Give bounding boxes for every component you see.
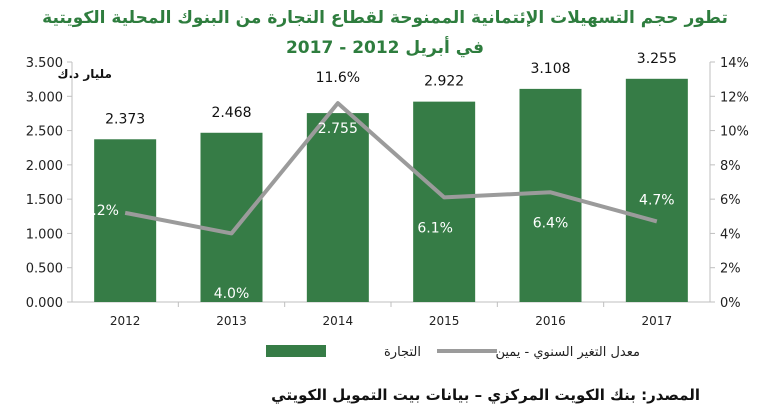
left-axis-tick-label: 3.000 — [26, 90, 63, 105]
right-axis-tick-label: 10% — [720, 125, 749, 140]
legend-label-line: معدل التغير السنوي - يمين — [495, 345, 640, 360]
chart-axes: 0.000 0.500 1.000 1.500 2.000 2.500 3.000 3.500… — [26, 56, 749, 328]
line-value-label: 4.0% — [214, 286, 250, 302]
right-axis-tick-label: 14% — [720, 56, 749, 71]
left-axis-tick-label: 0.500 — [26, 262, 63, 277]
x-axis-tick-label: 2013 — [216, 314, 247, 328]
line-value-label: 11.6% — [316, 70, 360, 86]
left-axis-tick-label: 0.000 — [26, 296, 63, 311]
left-axis-tick-label: 3.500 — [26, 56, 63, 71]
x-axis-tick-label: 2012 — [110, 314, 141, 328]
left-axis-tick-label: 2.500 — [26, 125, 63, 140]
right-axis-tick-label: 2% — [720, 262, 741, 277]
bar-value-label: 2.922 — [424, 74, 464, 90]
data-labels: 2.373 2.468 2.755 2.922 3.108 3.255 5.2% 4.0% 11… — [83, 51, 677, 302]
line-value-label: 4.7% — [639, 192, 675, 208]
x-axis-tick-label: 2016 — [535, 314, 566, 328]
right-axis-tick-label: 8% — [720, 159, 741, 174]
x-axis-tick-label: 2014 — [323, 314, 354, 328]
bar — [519, 88, 582, 302]
y-axis-unit-label: مليار د.ك — [57, 67, 112, 81]
bar — [94, 139, 157, 302]
bar-value-label: 3.255 — [637, 51, 677, 67]
right-axis-tick-label: 4% — [720, 227, 741, 242]
legend-label-bar: التجارة — [384, 345, 421, 360]
left-axis-tick-label: 2.000 — [26, 159, 63, 174]
bar-value-label: 2.755 — [318, 121, 358, 137]
legend-swatch-bar — [266, 345, 326, 357]
chart-subtitle: في أبريل 2012 - 2017 — [285, 38, 485, 58]
right-axis-tick-label: 12% — [720, 90, 749, 105]
chart-title: تطور حجم التسهيلات الإئتمانية الممنوحة ل… — [42, 8, 728, 28]
bar-value-label: 2.373 — [105, 111, 145, 127]
right-axis-tick-label: 6% — [720, 193, 741, 208]
line-path — [124, 101, 658, 236]
line-value-label: 6.1% — [417, 220, 453, 236]
bar-value-label: 3.108 — [530, 61, 570, 77]
line-series — [124, 101, 658, 236]
left-axis-tick-label: 1.000 — [26, 227, 63, 242]
bar — [625, 78, 688, 302]
source-note: المصدر: بنك الكويت المركزي – بيانات بيت … — [271, 386, 700, 404]
x-axis-tick-label: 2017 — [642, 314, 673, 328]
line-value-label: 6.4% — [533, 215, 569, 231]
bar-series — [94, 78, 688, 303]
right-axis-tick-label: 0% — [720, 296, 741, 311]
left-axis-tick-label: 1.500 — [26, 193, 63, 208]
bar — [413, 101, 476, 303]
line-value-label: 5.2% — [83, 203, 119, 219]
x-axis-tick-label: 2015 — [429, 314, 460, 328]
bar — [306, 113, 369, 302]
bar-value-label: 2.468 — [211, 105, 251, 121]
legend: التجارة معدل التغير السنوي - يمين — [266, 345, 640, 360]
bar — [200, 132, 263, 302]
